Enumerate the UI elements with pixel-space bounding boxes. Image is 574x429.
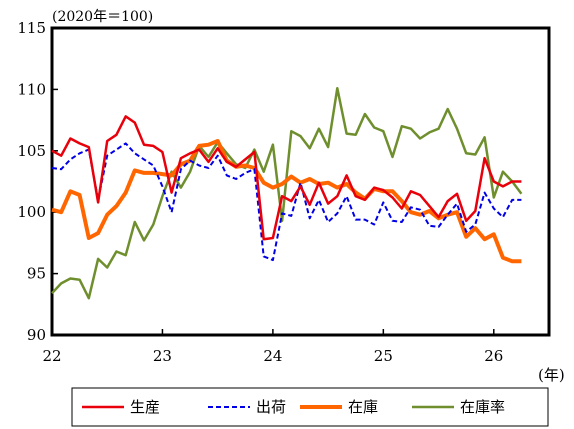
x-tick-label: 26 — [484, 347, 503, 365]
legend-label-1: 出荷 — [256, 398, 286, 416]
series-group — [51, 86, 523, 300]
series-line-2 — [51, 139, 522, 264]
x-unit-label: (年) — [538, 366, 565, 384]
legend-label-3: 在庫率 — [460, 398, 505, 416]
x-tick-label: 24 — [263, 347, 282, 365]
x-tick-label: 23 — [153, 347, 172, 365]
y-tick-label: 95 — [27, 265, 46, 283]
x-tick-label: 25 — [374, 347, 393, 365]
y-tick-label: 110 — [17, 80, 46, 98]
y-tick-label: 105 — [17, 142, 46, 160]
x-tick-label: 22 — [42, 347, 61, 365]
legend-label-0: 生産 — [130, 398, 160, 416]
unit-note: (2020年＝100) — [52, 9, 153, 25]
y-tick-label: 115 — [17, 19, 46, 37]
x-axis: 22 23 24 25 26 — [42, 329, 503, 365]
y-tick-label: 100 — [17, 203, 46, 221]
plot-frame — [50, 26, 551, 337]
series-line-0 — [51, 115, 522, 241]
series-line-3 — [51, 86, 523, 300]
y-axis: 90 95 100 105 110 115 — [17, 19, 58, 344]
legend-label-2: 在庫 — [348, 398, 378, 416]
series-line-1 — [51, 142, 522, 262]
legend: 生産 出荷 在庫 在庫率 — [71, 387, 549, 427]
y-tick-label: 90 — [27, 326, 46, 344]
